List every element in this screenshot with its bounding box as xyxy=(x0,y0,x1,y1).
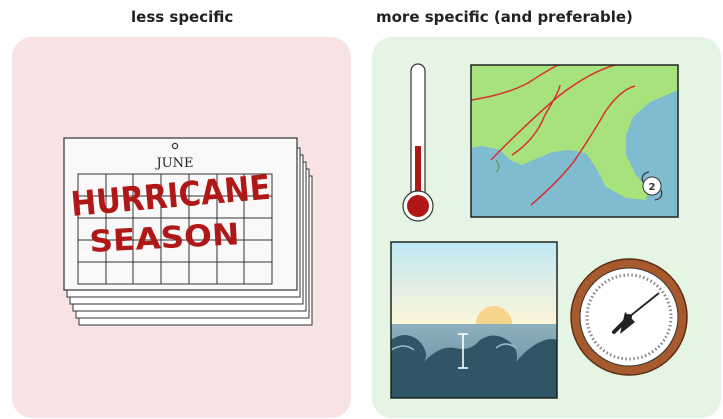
calendar-month-label: JUNE xyxy=(154,156,193,171)
scrawl-season: SEASON xyxy=(89,217,241,260)
thermometer-icon xyxy=(402,63,434,222)
more-specific-heading: more specific (and preferable) xyxy=(376,8,633,26)
hurricane-marker: 2 xyxy=(641,171,663,201)
less-specific-heading: less specific xyxy=(131,8,234,26)
calendar-icon: JUNE HURRICANE SEASON xyxy=(63,137,313,326)
barometer-icon xyxy=(570,258,688,376)
hurricane-number: 2 xyxy=(649,182,656,193)
ocean-waves-icon xyxy=(390,241,558,399)
weather-map-icon: 2 xyxy=(470,64,679,218)
